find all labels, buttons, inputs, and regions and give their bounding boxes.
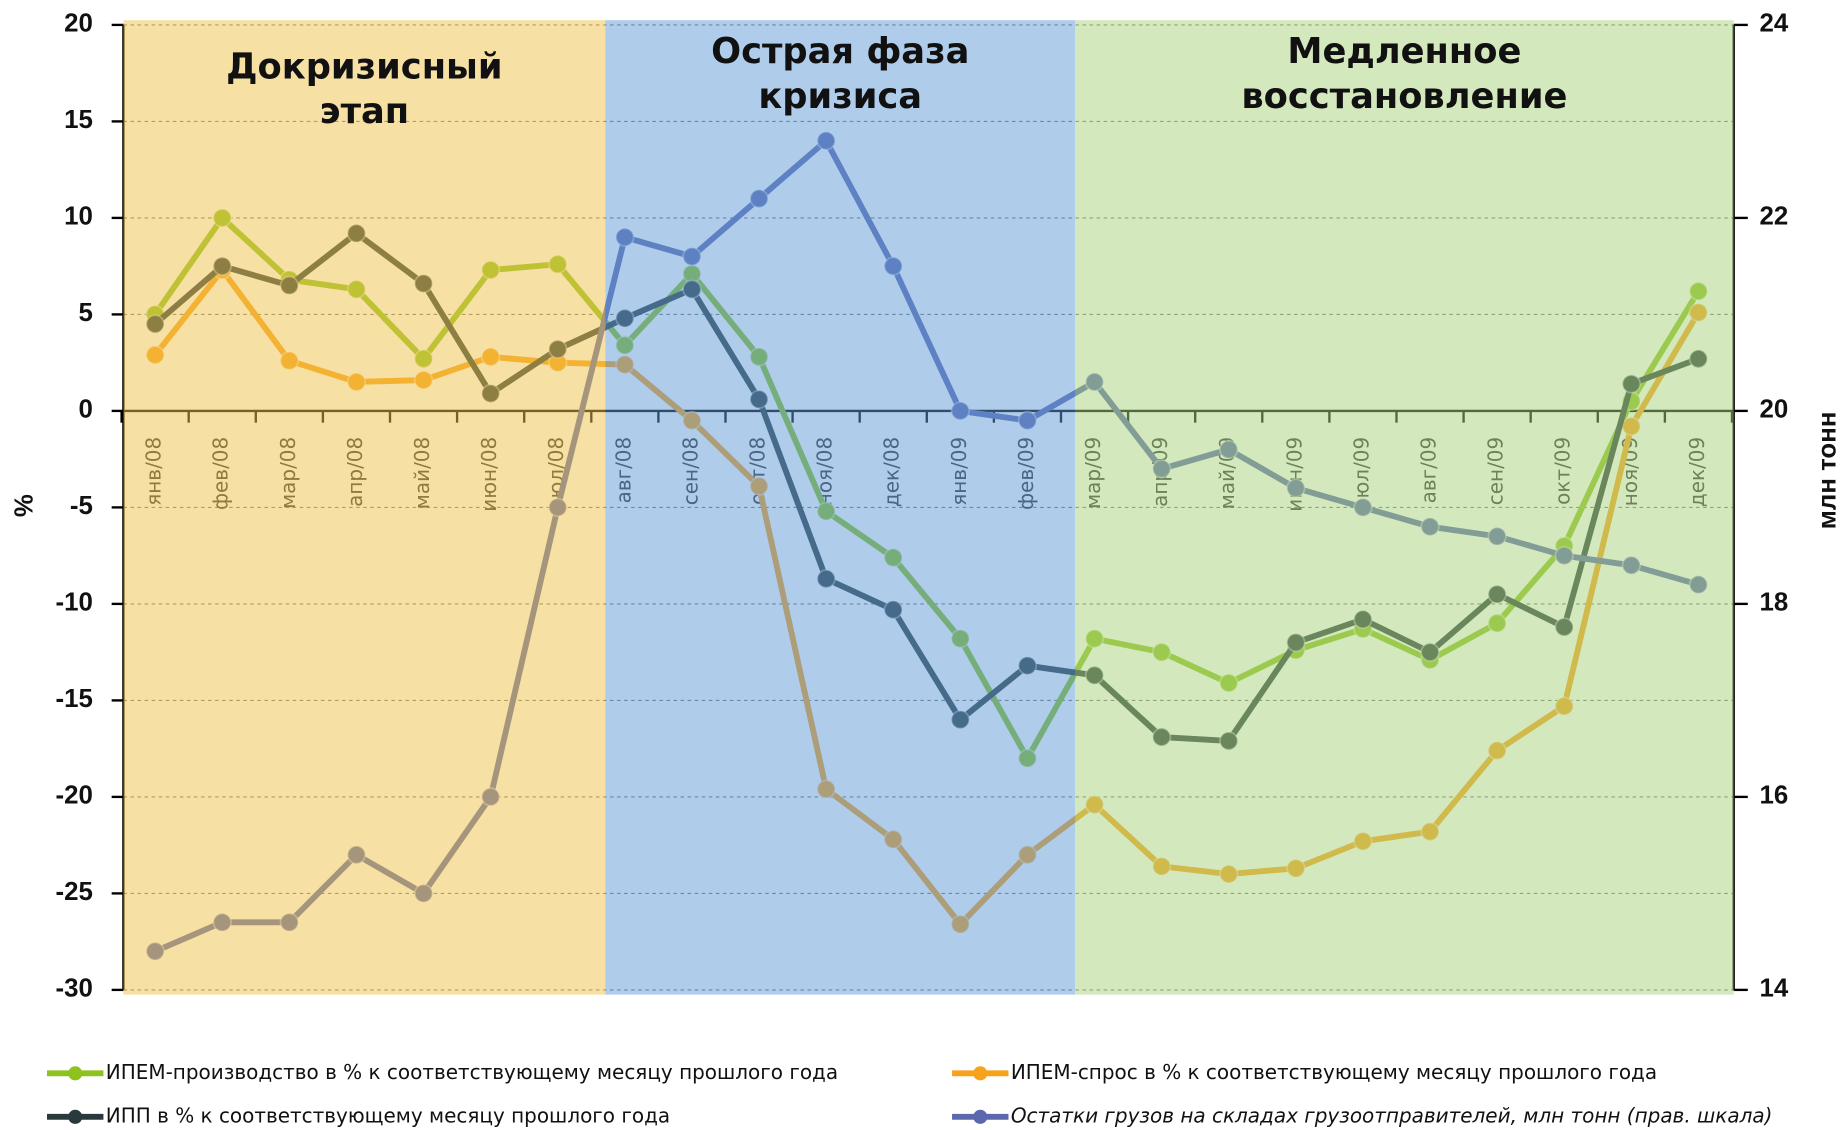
- y2-tick-label: 20: [1760, 396, 1789, 424]
- y-tick-label: -20: [55, 782, 92, 810]
- legend-label: Остатки грузов на складах грузоотправите…: [1011, 1103, 1773, 1127]
- legend-swatch-marker: [68, 1066, 83, 1081]
- phase-title: Докризисный: [226, 46, 502, 87]
- phase-band: [605, 20, 1076, 995]
- y-tick-label: -30: [55, 975, 92, 1003]
- phase-title: Острая фаза: [711, 31, 969, 72]
- legend-swatch-marker: [68, 1109, 83, 1124]
- y-tick-label: 20: [64, 10, 93, 38]
- phase-title: Медленное: [1287, 31, 1521, 72]
- legend-label: ИПП в % к соответствующему месяцу прошло…: [106, 1103, 670, 1127]
- y2-axis-label: млн тонн: [1814, 412, 1842, 530]
- y-tick-label: 5: [78, 299, 92, 327]
- legend-label: ИПЕМ-спрос в % к соответствующему месяцу…: [1011, 1060, 1657, 1084]
- y2-tick-label: 24: [1760, 10, 1789, 38]
- y2-tick-label: 16: [1760, 782, 1789, 810]
- phase-band: [1075, 20, 1734, 995]
- y-tick-label: 10: [64, 203, 93, 231]
- legend-swatch-marker: [973, 1066, 988, 1081]
- y-tick-label: -25: [55, 878, 92, 906]
- y-tick-label: 0: [78, 396, 92, 424]
- y2-tick-label: 22: [1760, 203, 1789, 231]
- phase-title: восстановление: [1241, 76, 1567, 117]
- y2-tick-label: 18: [1760, 589, 1789, 617]
- y-axis-label: %: [11, 494, 39, 517]
- phase-band: [123, 20, 606, 995]
- phase-title: кризиса: [758, 76, 922, 117]
- y-tick-label: -15: [55, 685, 92, 713]
- y-tick-label: -5: [70, 492, 93, 520]
- y-tick-label: 15: [64, 106, 93, 134]
- y2-tick-label: 14: [1760, 975, 1789, 1003]
- legend-label: ИПЕМ-производство в % к соответствующему…: [106, 1060, 838, 1084]
- y-tick-label: -10: [55, 589, 92, 617]
- legend-swatch-marker: [973, 1109, 988, 1124]
- phase-title: этап: [320, 91, 409, 132]
